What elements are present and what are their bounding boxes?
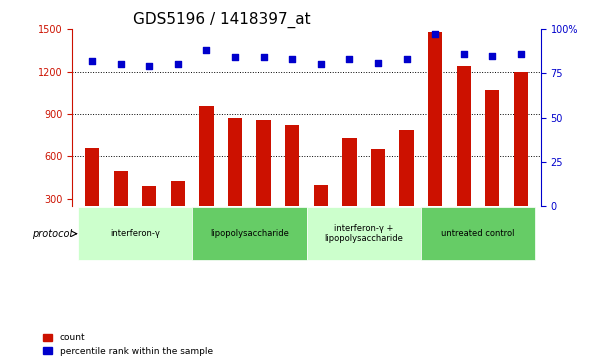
- Bar: [371, 150, 385, 241]
- FancyBboxPatch shape: [192, 207, 307, 260]
- Bar: [257, 121, 271, 241]
- Point: [287, 56, 297, 62]
- Point: [173, 62, 183, 68]
- FancyBboxPatch shape: [78, 207, 192, 260]
- Text: untreated control: untreated control: [441, 229, 515, 238]
- FancyBboxPatch shape: [421, 207, 535, 260]
- Point: [487, 53, 497, 58]
- Bar: [428, 32, 442, 241]
- Bar: [342, 138, 356, 241]
- Text: lipopolysaccharide: lipopolysaccharide: [210, 229, 288, 238]
- Bar: [400, 130, 413, 241]
- Point: [316, 62, 326, 68]
- Bar: [314, 185, 328, 241]
- Text: interferon-γ +
lipopolysaccharide: interferon-γ + lipopolysaccharide: [325, 224, 403, 244]
- Point: [344, 56, 354, 62]
- Bar: [142, 186, 156, 241]
- Bar: [228, 118, 242, 241]
- Bar: [485, 90, 499, 241]
- Point: [116, 62, 126, 68]
- Bar: [200, 106, 213, 241]
- Bar: [85, 148, 99, 241]
- FancyBboxPatch shape: [307, 207, 421, 260]
- Point: [87, 58, 97, 64]
- Bar: [171, 180, 185, 241]
- Bar: [114, 171, 128, 241]
- Point: [373, 60, 383, 66]
- Point: [430, 32, 440, 37]
- Text: protocol: protocol: [32, 229, 73, 239]
- Bar: [457, 66, 471, 241]
- Bar: [514, 72, 528, 241]
- Text: interferon-γ: interferon-γ: [110, 229, 160, 238]
- Point: [259, 54, 269, 60]
- Legend: count, percentile rank within the sample: count, percentile rank within the sample: [41, 331, 215, 359]
- Point: [459, 51, 469, 57]
- Bar: [285, 125, 299, 241]
- Text: GDS5196 / 1418397_at: GDS5196 / 1418397_at: [133, 12, 311, 28]
- Point: [516, 51, 526, 57]
- Point: [202, 48, 212, 53]
- Point: [144, 63, 154, 69]
- Point: [230, 54, 240, 60]
- Point: [401, 56, 411, 62]
